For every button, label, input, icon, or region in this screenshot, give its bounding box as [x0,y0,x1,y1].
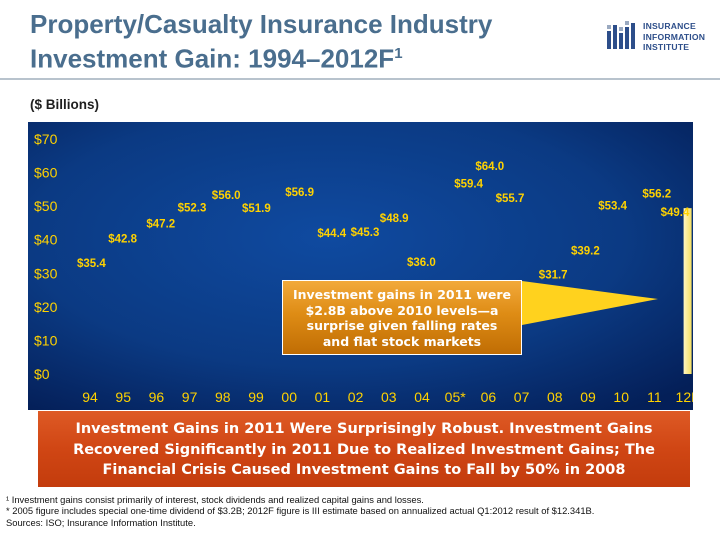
x-tick-label: 02 [348,389,364,405]
x-tick-label: 04 [414,389,430,405]
x-tick-label: 10 [613,389,629,405]
summary-line-1: Investment Gains in 2011 Were Surprising… [75,421,653,437]
x-tick-label: 96 [149,389,165,405]
title-line-1: Property/Casualty Insurance Industry [30,9,493,39]
x-tick-label: 98 [215,389,231,405]
data-label: $36.0 [407,257,436,269]
summary-line-3: Financial Crisis Caused Investment Gains… [102,462,626,478]
x-tick-label: 94 [82,389,98,405]
callout-line-2: $2.8B above 2010 levels—a [305,302,499,318]
footnotes: ¹ Investment gains consist primarily of … [6,494,718,528]
summary-line-2: Recovered Significantly in 2011 Due to R… [73,441,655,458]
data-label: $35.4 [77,258,106,270]
data-label: $49.4 [661,207,690,219]
y-tick-label: $70 [34,131,58,147]
x-tick-label: 11 [647,389,662,405]
data-label: $44.4 [317,228,346,240]
x-tick-label: 95 [115,389,131,405]
footnote-3: Sources: ISO; Insurance Information Inst… [6,516,196,528]
y-tick-label: $60 [34,165,58,181]
y-axis: $0 $10 $20 $30 $40 $50 $60 $70 [34,131,58,382]
data-label: $56.9 [285,187,314,199]
x-tick-label: 00 [281,389,297,405]
footnote-2: * 2005 figure includes special one-time … [6,505,595,517]
data-label: $55.7 [496,193,525,205]
callout-line-3: surprise given falling rates [306,318,498,333]
chart-background [28,122,693,410]
callout-line-4: and flat stock markets [322,333,482,349]
data-label: $39.2 [571,245,600,257]
logo-wordmark: INSURANCE INFORMATION INSTITUTE [643,21,705,53]
x-tick-label: 03 [381,389,397,405]
logo-line-1: INSURANCE [643,21,696,31]
data-label: $59.4 [454,179,483,191]
callout-line-1: Investment gains in 2011 were [292,287,512,302]
x-tick-label: 06 [481,389,497,405]
data-labels: $35.4 $42.8 $47.2$52.3 $56.0$51.9 $56.9 $44.4… [77,161,690,281]
data-label: $47.2 [146,219,175,231]
title-line-2: Investment Gain: 1994–2012F1 [30,39,590,74]
data-label: $53.4 [598,201,627,213]
title-superscript: 1 [394,45,403,62]
data-label: $64.0 [475,161,504,173]
data-label: $52.3 [178,202,207,214]
logo-line-3: INSTITUTE [643,42,690,52]
data-label: $31.7 [539,270,568,282]
data-label: $51.9 [242,203,271,215]
data-label: $48.9 [380,213,409,225]
y-tick-label: $0 [34,366,50,382]
x-tick-label: 12F [676,389,693,405]
units-label: ($ Billions) [30,97,100,112]
x-tick-label: 08 [547,389,563,405]
iii-logo: INSURANCE INFORMATION INSTITUTE [606,20,710,62]
y-tick-label: $20 [34,299,58,315]
iii-logo-mark [607,21,635,49]
logo-line-2: INFORMATION [643,31,706,42]
x-tick-label: 01 [315,389,331,405]
footnote-1: ¹ Investment gains consist primarily of … [6,494,424,505]
callout-box: Investment gains in 2011 were $2.8B abov… [282,280,522,355]
data-label: $56.2 [642,188,671,200]
data-label: $45.3 [351,227,380,239]
data-label: $42.8 [108,233,137,245]
bar-2012F [683,208,692,374]
y-tick-label: $10 [34,332,58,348]
x-tick-label: 07 [514,389,530,405]
title-divider [0,78,720,80]
x-tick-label: 97 [182,389,198,405]
summary-box: Investment Gains in 2011 Were Surprising… [38,411,690,487]
x-tick-label: 05* [445,389,467,405]
x-tick-label: 99 [248,389,264,405]
investment-gain-chart: $0 $10 $20 $30 $40 $50 $60 $70 94 95 96 97 98 99 00 01… [28,122,693,410]
data-label: $56.0 [212,190,241,202]
x-tick-label: 09 [580,389,596,405]
callout-pointer [522,281,658,325]
highlight-bar [683,208,692,374]
title-line-2-text: Investment Gain: 1994–2012F [30,43,395,74]
y-tick-label: $40 [34,232,58,248]
y-tick-label: $30 [34,265,58,281]
x-axis: 94 95 96 97 98 99 00 01 02 03 04 05* 06 07 08 09 10 11 12F [82,389,693,405]
page-title: Property/Casualty Insurance Industry Inv… [30,10,590,74]
y-tick-label: $50 [34,198,58,214]
